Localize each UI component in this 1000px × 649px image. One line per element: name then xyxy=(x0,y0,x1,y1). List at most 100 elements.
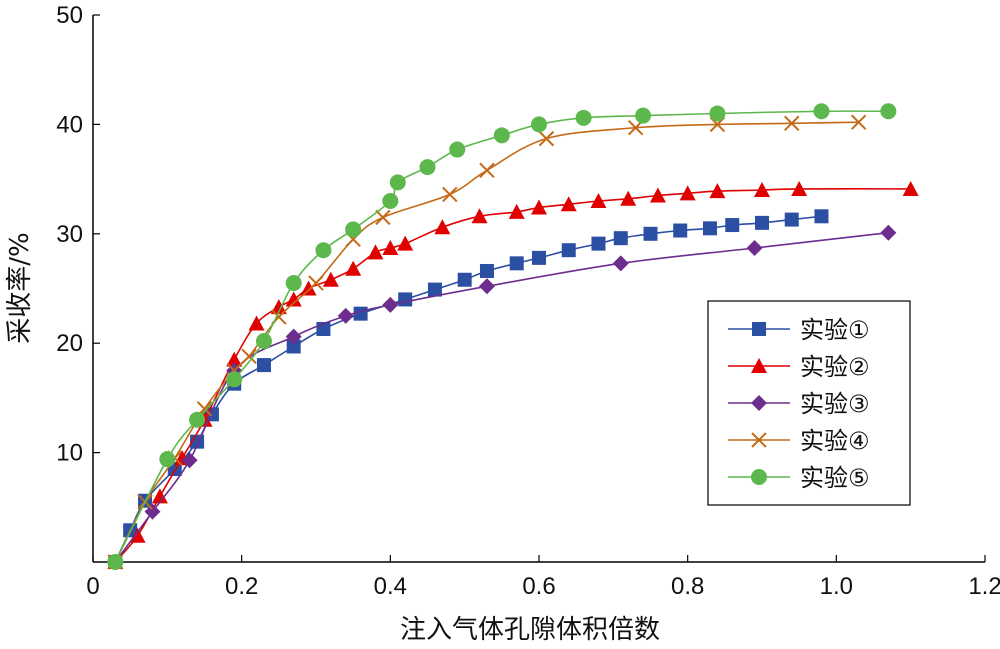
series-2-point xyxy=(902,180,919,196)
series-2-point xyxy=(531,199,547,215)
series-2-point xyxy=(300,280,317,296)
series-5-point xyxy=(575,109,592,126)
series-2-point xyxy=(397,235,414,251)
series-1-point xyxy=(784,212,799,227)
series-2-point xyxy=(590,192,607,208)
series-5-point xyxy=(880,103,897,120)
legend-item-1: 实验① xyxy=(728,316,870,344)
series-1-point xyxy=(457,272,472,287)
series-4-point xyxy=(442,186,458,203)
series-1-point xyxy=(591,236,606,251)
series-5-point xyxy=(107,554,124,570)
series-5-point xyxy=(493,127,510,144)
series-3-point xyxy=(612,255,629,272)
series-2-point xyxy=(129,527,146,543)
series-1-point xyxy=(643,226,658,241)
x-mark-stroke xyxy=(784,115,800,132)
series-3-point xyxy=(382,296,399,313)
legend-label: 实验③ xyxy=(800,390,870,418)
legend-item-2: 实验② xyxy=(728,353,870,381)
series-1-point xyxy=(673,223,688,238)
series-5-point xyxy=(345,221,362,238)
legend: 实验① 实验② 实验③ 实验④ 实验⑤ xyxy=(707,300,911,506)
legend-label: 实验① xyxy=(800,316,870,344)
series-5 xyxy=(107,103,897,570)
series-1-point xyxy=(286,339,301,354)
series-2-point xyxy=(709,183,726,199)
axes: 0 0.2 0.4 0.6 0.8 1.0 1.2 10 20 30 40 50 xyxy=(56,2,1000,600)
series-3-point xyxy=(285,328,302,345)
y-axis-title: 采收率/% xyxy=(5,232,35,343)
x-axis-title: 注入气体孔隙体积倍数 xyxy=(400,615,660,645)
series-1-point xyxy=(814,209,829,224)
series-2-point xyxy=(791,180,808,196)
y-tick-label: 50 xyxy=(56,2,83,29)
x-mark-stroke xyxy=(308,275,324,291)
series-3-point xyxy=(181,452,198,469)
series-5-point xyxy=(285,275,302,292)
series-1-point xyxy=(613,231,628,246)
series-3-point xyxy=(880,224,897,241)
x-tick-label: 0.2 xyxy=(225,573,258,600)
series-2-point xyxy=(649,187,666,203)
y-tick-label: 40 xyxy=(56,111,83,138)
series-4-point xyxy=(308,275,324,291)
series-2-point xyxy=(679,185,696,201)
series-4-point xyxy=(784,115,800,132)
series-2-point xyxy=(285,291,302,307)
series-5-point xyxy=(189,411,206,428)
series-2-point xyxy=(754,182,770,198)
series-1-point xyxy=(702,221,717,236)
series-2-point xyxy=(226,351,243,367)
series-2-point xyxy=(560,196,577,212)
legend-item-5: 实验⑤ xyxy=(728,464,870,492)
series-5-point xyxy=(709,105,726,122)
x-mark-stroke xyxy=(850,114,867,130)
series-5-point xyxy=(449,141,466,158)
series-3-point xyxy=(144,503,161,520)
legend-marker xyxy=(751,469,767,485)
x-mark-stroke xyxy=(375,209,391,226)
series-5-point xyxy=(382,192,399,209)
series-4-point xyxy=(241,348,257,365)
legend-marker xyxy=(751,395,767,411)
series-5-point xyxy=(813,103,830,120)
series-2-point xyxy=(471,208,488,224)
legend-label: 实验④ xyxy=(800,427,870,455)
series-2-point xyxy=(248,315,265,331)
y-tick-label: 30 xyxy=(56,221,83,248)
series-1-point xyxy=(256,358,271,373)
series-5-point xyxy=(226,371,243,388)
x-tick-label: 1.2 xyxy=(968,573,1000,600)
series-1-point xyxy=(509,256,524,271)
series-5-point xyxy=(315,242,332,259)
series-4-point xyxy=(850,114,867,130)
series-1-point xyxy=(725,218,740,233)
series-5-point xyxy=(389,174,406,191)
series-2-point xyxy=(382,240,399,256)
series-1-point xyxy=(532,250,546,265)
series-5-point xyxy=(159,451,176,468)
series-1-point xyxy=(755,215,769,230)
series-5-point xyxy=(419,159,436,176)
series-2-point xyxy=(151,488,168,504)
legend-label: 实验② xyxy=(800,353,870,381)
series-1-point xyxy=(398,292,413,307)
series-5-point xyxy=(255,333,272,350)
series-2-point xyxy=(434,219,451,235)
series-2-point xyxy=(367,244,384,260)
x-mark-stroke xyxy=(751,432,767,448)
series-3-point xyxy=(337,307,354,324)
series-5-point xyxy=(635,107,652,124)
series-2-point xyxy=(270,299,287,315)
y-tick-label: 20 xyxy=(56,330,83,357)
x-tick-label: 1.0 xyxy=(820,573,853,600)
legend-marker xyxy=(751,358,767,373)
x-tick-label: 0.4 xyxy=(374,573,407,600)
x-mark-stroke xyxy=(241,348,257,365)
series-2-point xyxy=(322,271,339,287)
series-2-point xyxy=(508,203,525,219)
x-mark-stroke xyxy=(442,186,458,203)
series-1-point xyxy=(561,243,576,258)
